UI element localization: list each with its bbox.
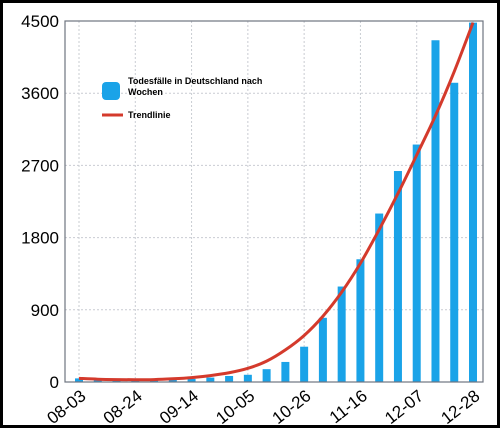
y-tick-label: 4500	[21, 12, 59, 31]
x-tick-label: 10-05	[212, 386, 258, 425]
trend-line	[78, 22, 475, 382]
y-tick-label: 2700	[21, 156, 59, 175]
bar	[318, 317, 327, 382]
plot-border	[64, 20, 484, 383]
bar	[93, 379, 102, 382]
x-tick-label: 09-14	[156, 386, 202, 425]
bar	[469, 22, 477, 383]
x-tick-label: 12-07	[381, 386, 427, 425]
legend: Todesfälle in Deutschland nach Wochen Tr…	[102, 76, 262, 120]
trend-series	[78, 22, 475, 382]
x-tick-label: 08-03	[43, 386, 89, 425]
bar	[393, 171, 402, 382]
x-tick-label: 11-16	[326, 386, 371, 425]
bar	[375, 213, 384, 382]
chart-canvas: 0 900 1800 2700 3600 4500 08-03 08-24 09-14 10-05…	[3, 3, 497, 425]
bar	[281, 361, 290, 382]
bar	[356, 259, 365, 382]
bar	[337, 286, 346, 382]
bar	[262, 369, 271, 382]
x-tick-label: 10-26	[269, 386, 315, 425]
chart-svg: 0 900 1800 2700 3600 4500 08-03 08-24 09-14 10-05…	[21, 12, 484, 425]
y-tick-label: 0	[50, 373, 59, 392]
bar	[412, 144, 421, 382]
bar	[243, 374, 252, 382]
bar	[187, 378, 196, 382]
bar	[300, 346, 309, 382]
legend-label-bars-line2: Wochen	[128, 87, 163, 97]
legend-swatch-bars	[102, 82, 120, 100]
x-tick-label: 12-28	[437, 386, 483, 425]
bar	[225, 375, 234, 382]
legend-label-bars-line1: Todesfälle in Deutschland nach	[128, 76, 262, 86]
y-tick-label: 3600	[21, 84, 59, 103]
x-tick-label: 08-24	[100, 386, 146, 425]
bar-series	[75, 22, 477, 383]
y-tick-label: 900	[31, 301, 59, 320]
bar	[168, 379, 177, 382]
bar	[206, 377, 215, 382]
y-tick-label: 1800	[21, 229, 59, 248]
legend-label-trend: Trendlinie	[128, 110, 171, 120]
bar	[75, 378, 83, 382]
bar	[450, 82, 459, 382]
bar	[431, 40, 440, 383]
